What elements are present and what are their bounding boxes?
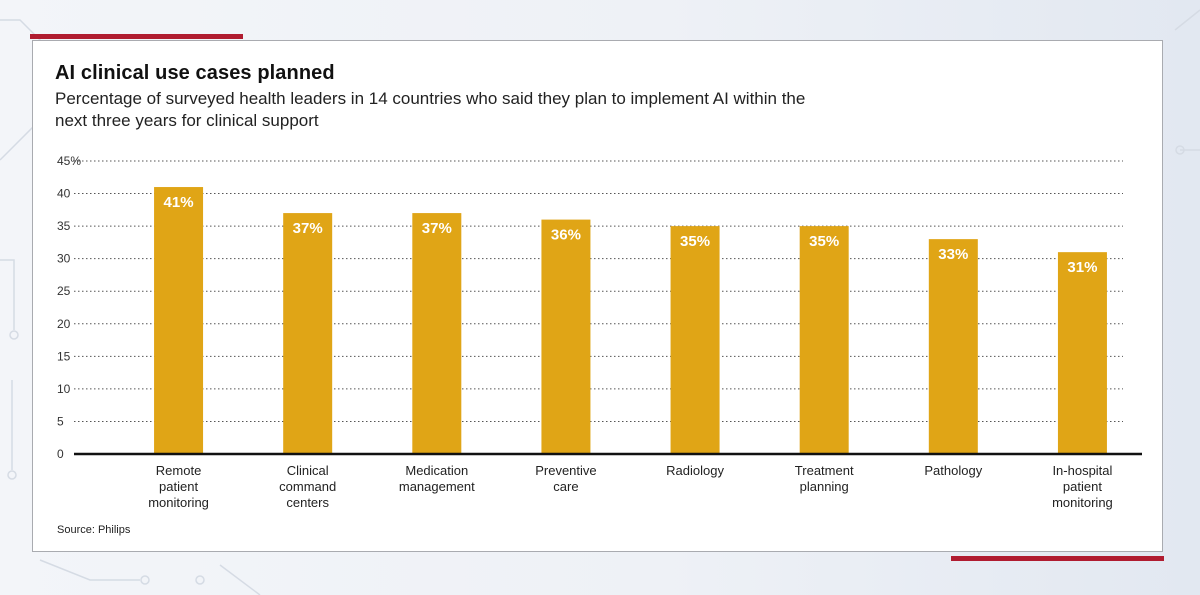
x-category-label: Preventive care xyxy=(535,463,596,494)
x-category-label-line: management xyxy=(399,479,475,494)
x-category-label-line: planning xyxy=(800,479,849,494)
x-category-label-line: care xyxy=(553,479,578,494)
x-category-label-line: patient xyxy=(159,479,198,494)
chart-title: AI clinical use cases planned xyxy=(55,62,335,84)
y-tick-label: 5 xyxy=(57,414,64,428)
y-tick-label: 15 xyxy=(57,349,71,363)
x-category-label: In-hospital patient monitoring xyxy=(1052,463,1113,510)
x-category-label-line: centers xyxy=(286,495,329,510)
bar-value-label: 35% xyxy=(809,233,839,250)
x-category-label: Remote patient monitoring xyxy=(148,463,209,510)
y-tick-label: 40 xyxy=(57,187,71,201)
bar xyxy=(541,219,591,454)
x-category-label-line: Medication xyxy=(405,463,468,478)
bar xyxy=(1057,252,1107,454)
bar-value-label: 35% xyxy=(680,233,710,250)
y-tick-label: 20 xyxy=(57,317,71,331)
bottom-accent-bar xyxy=(951,556,1164,561)
bar xyxy=(670,226,720,454)
y-tick-label: 0 xyxy=(57,447,64,461)
bar xyxy=(283,213,333,454)
bar xyxy=(412,213,462,454)
bar-value-label: 31% xyxy=(1067,259,1097,276)
x-category-label-line: command xyxy=(279,479,336,494)
top-accent-bar xyxy=(30,34,243,39)
x-category-label-line: monitoring xyxy=(1052,495,1113,510)
bar-value-label: 37% xyxy=(293,220,323,237)
bar-value-label: 36% xyxy=(551,227,581,244)
x-category-label: Medication management xyxy=(399,463,475,494)
chart-subtitle: Percentage of surveyed health leaders in… xyxy=(55,89,806,130)
x-category-label-line: In-hospital xyxy=(1052,463,1112,478)
y-tick-label: 35 xyxy=(57,219,71,233)
x-category-label-line: Clinical xyxy=(287,463,329,478)
x-category-label-line: monitoring xyxy=(148,495,209,510)
source-note: Source: Philips xyxy=(57,524,131,536)
x-category-label: Radiology xyxy=(666,463,724,478)
bar-value-label: 33% xyxy=(938,246,968,263)
x-category-label: Pathology xyxy=(924,463,982,478)
x-category-label-line: Remote xyxy=(156,463,202,478)
x-category-label-line: Preventive xyxy=(535,463,596,478)
x-category-label-line: Pathology xyxy=(924,463,982,478)
bar-value-label: 37% xyxy=(422,220,452,237)
x-category-label: Treatment planning xyxy=(795,463,854,494)
y-tick-label: 25 xyxy=(57,284,71,298)
bar xyxy=(928,239,978,454)
x-category-label-line: patient xyxy=(1063,479,1102,494)
bar xyxy=(799,226,849,454)
x-category-label-line: Radiology xyxy=(666,463,724,478)
x-category-label: Clinical command centers xyxy=(279,463,336,510)
y-tick-label: 45% xyxy=(57,154,81,168)
bar-value-label: 41% xyxy=(164,194,194,211)
bar xyxy=(154,187,204,455)
y-tick-label: 10 xyxy=(57,382,71,396)
y-tick-label: 30 xyxy=(57,252,71,266)
x-category-label-line: Treatment xyxy=(795,463,854,478)
